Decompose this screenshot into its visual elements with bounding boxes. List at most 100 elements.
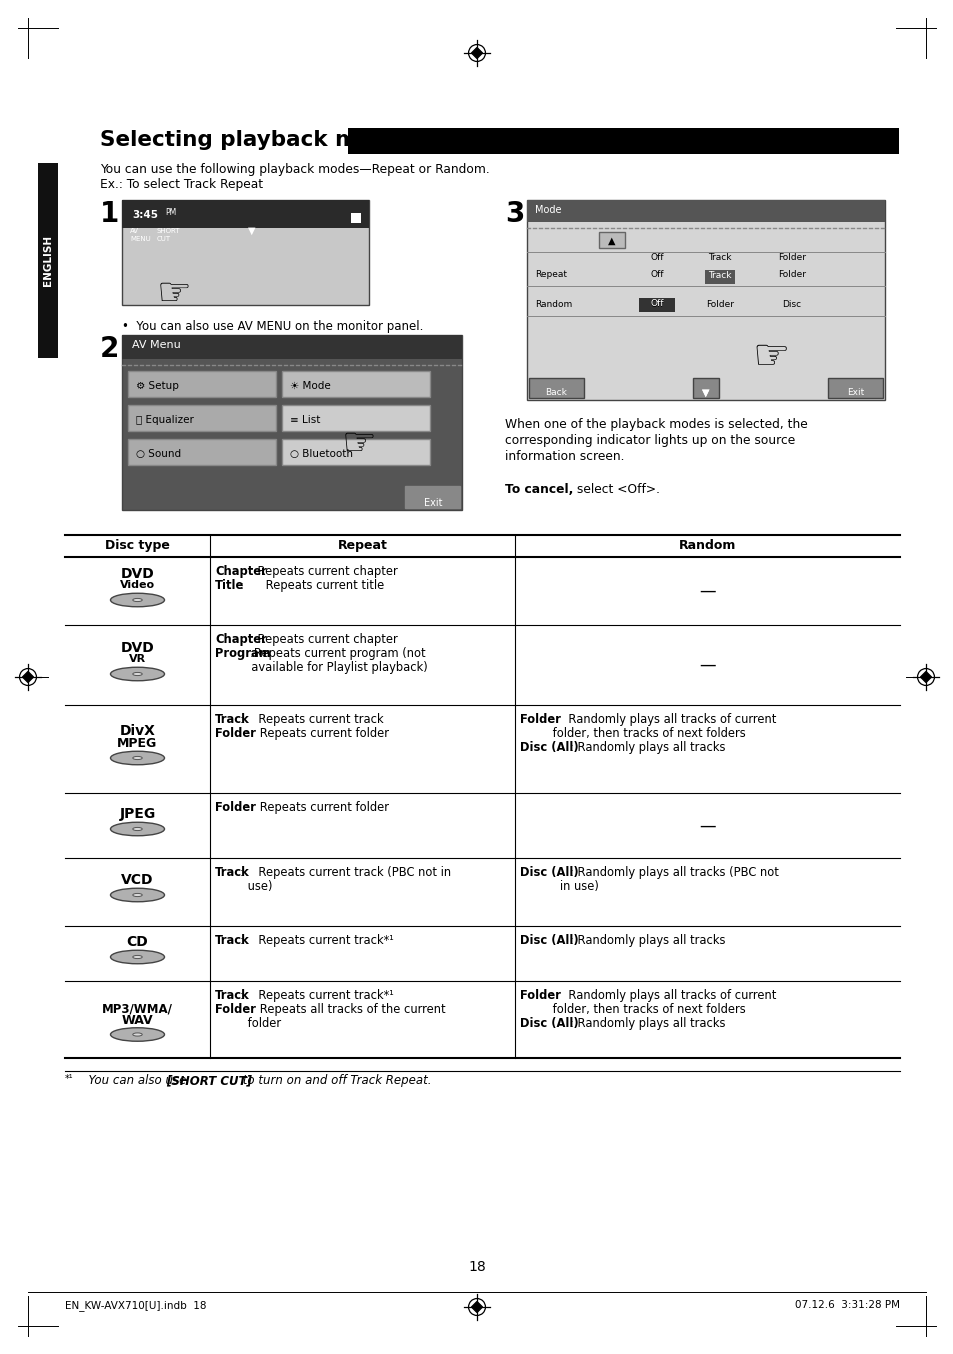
Text: Track: Track: [707, 253, 731, 263]
Text: [SHORT CUT]: [SHORT CUT]: [166, 1074, 252, 1087]
Text: ▼: ▼: [701, 389, 709, 398]
Text: Disc (All): Disc (All): [519, 934, 578, 946]
Text: :   Repeats current folder: : Repeats current folder: [245, 727, 389, 741]
Text: ENGLISH: ENGLISH: [43, 236, 53, 286]
Text: Folder: Folder: [778, 253, 805, 263]
Ellipse shape: [111, 888, 164, 902]
Text: :   Repeats current folder: : Repeats current folder: [245, 802, 389, 814]
Text: Selecting playback modes: Selecting playback modes: [100, 130, 415, 150]
Text: corresponding indicator lights up on the source: corresponding indicator lights up on the…: [504, 435, 795, 447]
Text: MP3/WMA/: MP3/WMA/: [102, 1002, 172, 1016]
Text: VCD: VCD: [121, 873, 153, 887]
Text: Off: Off: [650, 301, 663, 309]
Text: Folder: Folder: [214, 802, 255, 814]
Text: : Repeats current chapter: : Repeats current chapter: [250, 634, 397, 646]
Bar: [128, 371, 275, 397]
Text: Disc type: Disc type: [105, 539, 170, 552]
Text: Exit: Exit: [846, 389, 863, 397]
Polygon shape: [23, 672, 33, 682]
Text: Title: Title: [214, 580, 244, 592]
Polygon shape: [920, 672, 930, 682]
Text: Back: Back: [544, 389, 566, 397]
Text: 2: 2: [100, 334, 119, 363]
Text: AV: AV: [130, 227, 139, 234]
Text: —: —: [699, 655, 715, 674]
Text: to turn on and off Track Repeat.: to turn on and off Track Repeat.: [239, 1074, 431, 1087]
Ellipse shape: [132, 956, 142, 959]
Text: ▼: ▼: [248, 226, 255, 236]
Text: ▼: ▼: [701, 389, 709, 398]
Bar: [38, 162, 58, 357]
Text: :    Repeats current track (PBC not in: : Repeats current track (PBC not in: [239, 867, 451, 879]
Text: Folder: Folder: [519, 714, 560, 726]
Text: ☞: ☞: [341, 425, 376, 463]
Ellipse shape: [132, 1033, 142, 1036]
Text: You can also use: You can also use: [81, 1074, 190, 1087]
Text: ⚙ Setup: ⚙ Setup: [136, 380, 178, 391]
Bar: [351, 213, 360, 223]
Text: Program: Program: [214, 647, 271, 659]
Text: —: —: [699, 582, 715, 600]
Text: information screen.: information screen.: [504, 450, 624, 463]
Text: CD: CD: [127, 936, 149, 949]
Ellipse shape: [111, 951, 164, 964]
Text: Off: Off: [650, 269, 663, 279]
Text: ▲: ▲: [608, 236, 615, 246]
Bar: [526, 200, 884, 399]
Text: ○ Bluetooth: ○ Bluetooth: [290, 450, 353, 459]
Bar: [122, 334, 461, 359]
Ellipse shape: [111, 593, 164, 607]
Text: VR: VR: [129, 654, 146, 663]
Text: DVD: DVD: [120, 567, 154, 581]
Bar: [529, 378, 583, 398]
Text: DivX: DivX: [119, 724, 155, 738]
Text: Disc (All): Disc (All): [519, 741, 578, 754]
Text: folder, then tracks of next folders: folder, then tracks of next folders: [519, 1003, 745, 1016]
Text: MENU: MENU: [130, 236, 151, 242]
Text: Track: Track: [214, 867, 250, 879]
Ellipse shape: [132, 827, 142, 830]
Bar: [128, 405, 275, 431]
Bar: [598, 232, 624, 248]
Text: AV Menu: AV Menu: [132, 340, 180, 349]
Text: Video: Video: [120, 580, 155, 590]
Text: Repeat: Repeat: [337, 539, 387, 552]
Text: :    Randomly plays all tracks of current: : Randomly plays all tracks of current: [549, 988, 776, 1002]
Text: Off: Off: [650, 299, 663, 307]
Text: *¹: *¹: [65, 1074, 73, 1085]
Text: :    Repeats current track*¹: : Repeats current track*¹: [239, 934, 394, 946]
Text: use): use): [214, 880, 273, 894]
Text: ☞: ☞: [157, 275, 192, 313]
Text: :    Repeats current track*¹: : Repeats current track*¹: [239, 988, 394, 1002]
Bar: [122, 200, 369, 305]
Text: 07.12.6  3:31:28 PM: 07.12.6 3:31:28 PM: [794, 1300, 899, 1311]
Text: : Randomly plays all tracks: : Randomly plays all tracks: [569, 934, 724, 946]
Bar: [692, 378, 719, 398]
Text: Folder: Folder: [519, 988, 560, 1002]
Text: ○ Sound: ○ Sound: [136, 450, 181, 459]
Text: 📊 Equalizer: 📊 Equalizer: [136, 414, 193, 425]
Text: WAV: WAV: [122, 1014, 153, 1026]
Text: Folder: Folder: [214, 727, 255, 741]
Ellipse shape: [111, 668, 164, 681]
Text: 1: 1: [100, 200, 119, 227]
Ellipse shape: [111, 1028, 164, 1041]
Ellipse shape: [111, 751, 164, 765]
Text: 18: 18: [468, 1261, 485, 1274]
Ellipse shape: [132, 673, 142, 676]
Text: Repeat: Repeat: [535, 269, 566, 279]
Text: Disc (All): Disc (All): [519, 867, 578, 879]
Text: : Randomly plays all tracks: : Randomly plays all tracks: [569, 741, 724, 754]
Polygon shape: [471, 1301, 482, 1312]
Text: select <Off>.: select <Off>.: [573, 483, 659, 496]
Text: :      Repeats current title: : Repeats current title: [239, 580, 384, 592]
Bar: [704, 269, 734, 284]
Text: Random: Random: [679, 539, 736, 552]
Bar: [122, 200, 369, 227]
Text: CUT: CUT: [157, 236, 171, 242]
Text: Random: Random: [535, 301, 572, 309]
Bar: [128, 439, 275, 464]
Bar: [526, 200, 884, 222]
Bar: [827, 378, 882, 398]
Text: MPEG: MPEG: [117, 737, 157, 750]
